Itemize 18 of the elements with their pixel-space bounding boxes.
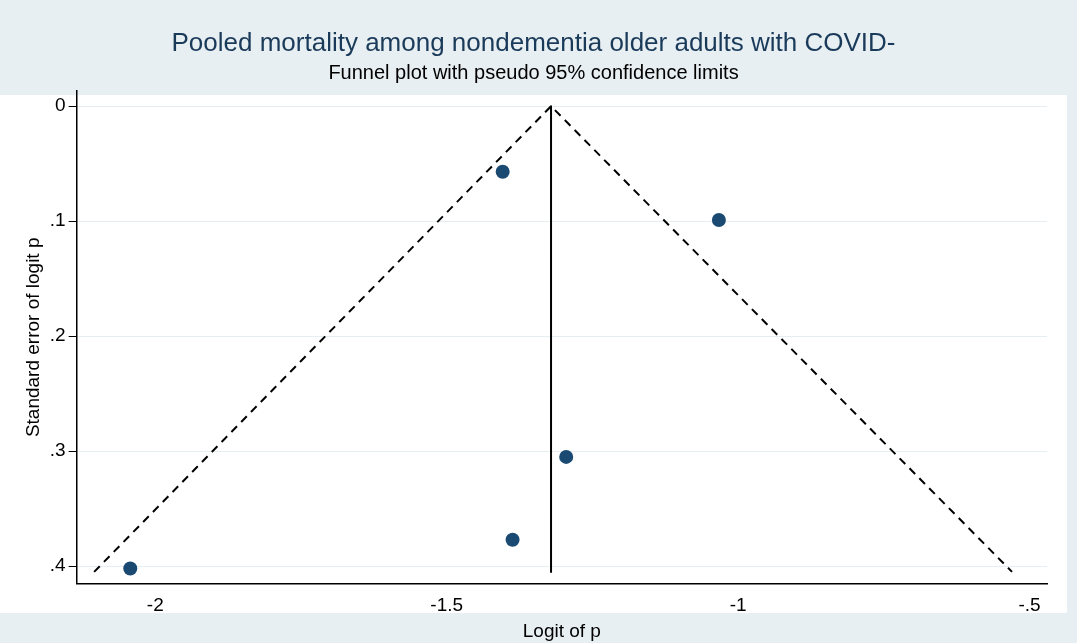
y-tick-label: .3: [49, 439, 66, 461]
y-tick-label: .2: [49, 324, 66, 346]
x-tick-label: -.5: [1018, 594, 1041, 616]
point: [559, 449, 574, 464]
point: [711, 213, 726, 227]
x-tick-label: -2: [146, 594, 164, 616]
y-tick-label: 0: [55, 94, 66, 116]
x-tick-label: -1: [729, 594, 747, 616]
x-axis-title: Logit of p: [522, 619, 601, 641]
y-axis-title: Standard error of logit p: [21, 237, 43, 438]
y-tick-label: .4: [49, 554, 67, 576]
point: [495, 164, 510, 179]
chart-subtitle: Funnel plot with pseudo 95% confidence limits: [328, 60, 739, 83]
point: [123, 561, 138, 576]
chart-title: Pooled mortality among nondementia older adults with COVID-: [171, 26, 896, 57]
y-tick-label: .1: [49, 209, 66, 231]
point: [505, 532, 520, 547]
x-tick-label: -1.5: [430, 594, 464, 616]
